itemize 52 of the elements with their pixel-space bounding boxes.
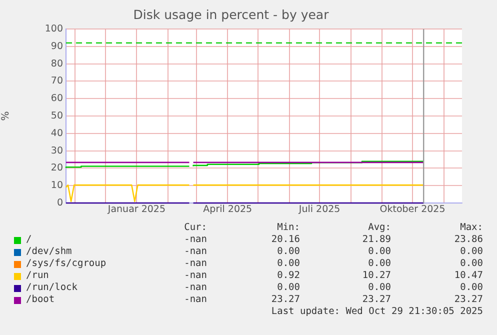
y-tick-label: 100 xyxy=(44,23,63,34)
x-tick-label: April 2025 xyxy=(203,204,252,216)
text: 0.00 xyxy=(368,282,391,294)
legend-label: /boot xyxy=(26,294,55,306)
legend-label: /run xyxy=(26,270,49,282)
text: 23.27 xyxy=(454,294,483,306)
text: 0.00 xyxy=(368,258,391,270)
text: 23.27 xyxy=(362,294,391,306)
legend-label: /sys/fs/cgroup xyxy=(26,258,106,270)
text: 0.00 xyxy=(368,246,391,258)
text: 0.92 xyxy=(277,270,300,282)
x-tick-label: Oktober 2025 xyxy=(380,204,446,216)
text: 0.00 xyxy=(460,246,483,258)
text: 0.00 xyxy=(460,258,483,270)
text: 21.89 xyxy=(362,234,391,246)
y-tick-label: 50 xyxy=(50,110,63,122)
text: Min: xyxy=(277,222,300,234)
x-tick-label: Januar 2025 xyxy=(106,204,166,216)
text: 23.86 xyxy=(454,234,483,246)
y-tick-label: 10 xyxy=(50,180,63,192)
y-tick-label: 80 xyxy=(50,58,63,70)
text: -nan xyxy=(184,294,207,306)
text: 0.00 xyxy=(277,282,300,294)
text: 0.00 xyxy=(277,258,300,270)
text: 0.00 xyxy=(460,282,483,294)
y-axis-title: % xyxy=(0,111,12,121)
y-tick-label: 90 xyxy=(50,40,63,52)
text: -nan xyxy=(184,246,207,258)
text: 10.47 xyxy=(454,270,483,282)
text: -nan xyxy=(184,282,207,294)
text: Max: xyxy=(460,222,483,234)
text: -nan xyxy=(184,258,207,270)
legend-label: /run/lock xyxy=(26,282,78,294)
y-tick-label: 60 xyxy=(50,93,63,104)
text: 23.27 xyxy=(271,294,300,306)
text: Avg: xyxy=(368,222,391,234)
text: -nan xyxy=(184,270,207,282)
y-tick-label: 40 xyxy=(50,128,63,139)
legend-label: / xyxy=(26,234,32,246)
y-tick-label: 0 xyxy=(56,197,63,208)
text: -nan xyxy=(184,234,207,246)
text: 20.16 xyxy=(271,234,300,246)
y-tick-label: 20 xyxy=(50,162,63,174)
legend-label: /dev/shm xyxy=(26,246,72,258)
text: 0.00 xyxy=(277,246,300,258)
text: 10.27 xyxy=(362,270,391,282)
chart-title: Disk usage in percent - by year xyxy=(133,6,330,22)
text: Cur: xyxy=(184,222,207,234)
y-tick-label: 30 xyxy=(50,145,63,156)
y-tick-label: 70 xyxy=(50,76,63,87)
x-tick-label: Juli 2025 xyxy=(298,204,340,216)
text: Last update: Wed Oct 29 21:30:05 2025 xyxy=(271,306,483,318)
